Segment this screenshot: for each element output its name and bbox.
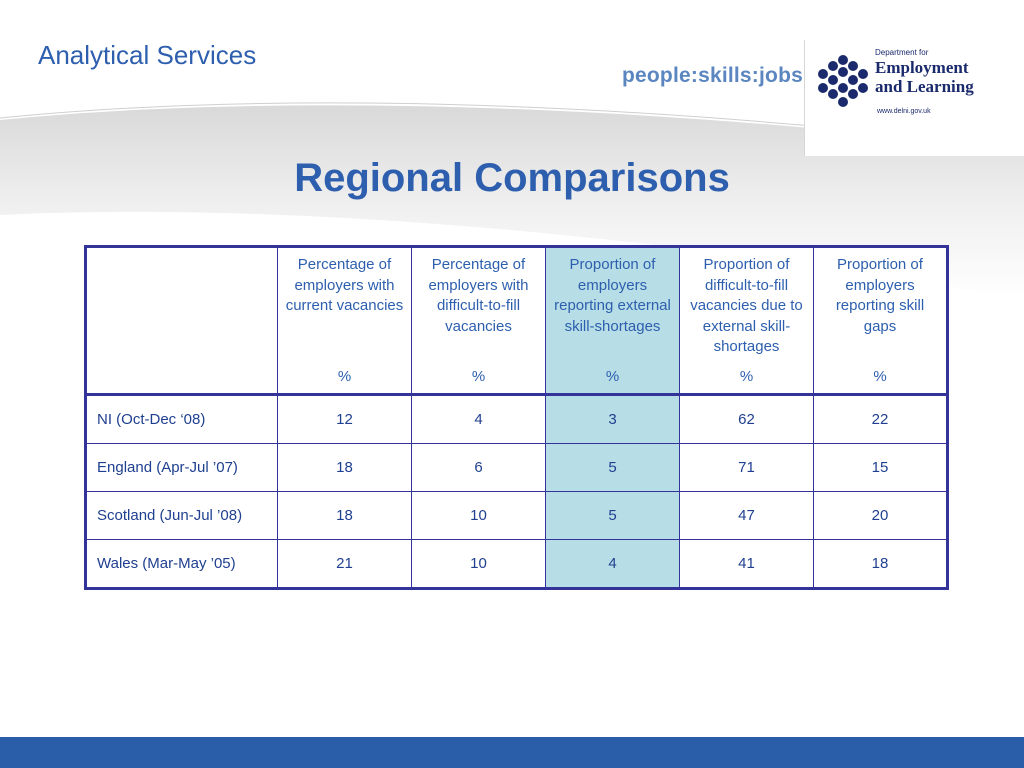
table-row: England (Apr-Jul ’07) 18 6 5 71 15 — [85, 443, 948, 492]
value-cell: 18 — [813, 539, 948, 589]
value-cell: 10 — [411, 491, 546, 540]
footer-bar — [0, 737, 1024, 768]
column-unit: % — [471, 367, 486, 385]
value-cell: 18 — [277, 491, 412, 540]
column-unit: % — [605, 367, 620, 385]
department-logo: Department for Employment and Learning w… — [804, 40, 1024, 156]
value-cell: 4 — [411, 394, 546, 444]
table-header-cell: Proportion of employers reporting skill … — [813, 246, 948, 395]
region-cell: England (Apr-Jul ’07) — [85, 443, 278, 492]
table-header-cell-highlighted: Proportion of employers reporting extern… — [545, 246, 680, 395]
page-title: Regional Comparisons — [294, 156, 730, 200]
value-cell-highlighted: 5 — [545, 443, 680, 492]
tagline: people:skills:jobs: — [622, 64, 811, 87]
table-header-cell: Percentage of employers with difficult-t… — [411, 246, 546, 395]
logo-name-line1: Employment — [875, 58, 969, 77]
value-cell: 21 — [277, 539, 412, 589]
value-cell-highlighted: 5 — [545, 491, 680, 540]
value-cell-highlighted: 3 — [545, 394, 680, 444]
regional-comparison-table: Percentage of employers with current vac… — [84, 245, 949, 590]
value-cell-highlighted: 4 — [545, 539, 680, 589]
value-cell: 15 — [813, 443, 948, 492]
column-label: Proportion of employers reporting extern… — [554, 256, 671, 335]
region-cell: NI (Oct-Dec ‘08) — [85, 394, 278, 444]
value-cell: 22 — [813, 394, 948, 444]
value-cell: 12 — [277, 394, 412, 444]
column-label: Percentage of employers with difficult-t… — [428, 256, 529, 335]
value-cell: 41 — [679, 539, 814, 589]
table-corner-cell — [85, 246, 278, 395]
table-header-cell: Proportion of difficult-to-fill vacancie… — [679, 246, 814, 395]
table-row: Scotland (Jun-Jul ’08) 18 10 5 47 20 — [85, 491, 948, 540]
table-header-cell: Percentage of employers with current vac… — [277, 246, 412, 395]
value-cell: 47 — [679, 491, 814, 540]
region-cell: Scotland (Jun-Jul ’08) — [85, 491, 278, 540]
column-label: Proportion of difficult-to-fill vacancie… — [690, 256, 803, 355]
hexagon-cluster-logo-icon — [818, 55, 868, 107]
value-cell: 6 — [411, 443, 546, 492]
logo-name: Employment and Learning — [875, 58, 1020, 96]
logo-name-line2: and Learning — [875, 77, 974, 96]
section-title: Analytical Services — [38, 40, 257, 70]
region-cell: Wales (Mar-May ’05) — [85, 539, 278, 589]
column-unit: % — [873, 367, 887, 385]
table-row: NI (Oct-Dec ‘08) 12 4 3 62 22 — [85, 394, 948, 444]
column-label: Percentage of employers with current vac… — [285, 256, 404, 314]
value-cell: 10 — [411, 539, 546, 589]
column-unit: % — [739, 367, 754, 385]
column-label: Proportion of employers reporting skill … — [835, 256, 925, 335]
logo-dept-text: Department for — [875, 48, 929, 57]
value-cell: 20 — [813, 491, 948, 540]
value-cell: 18 — [277, 443, 412, 492]
logo-url: www.delni.gov.uk — [877, 108, 931, 115]
column-unit: % — [337, 367, 352, 385]
table-row: Wales (Mar-May ’05) 21 10 4 41 18 — [85, 539, 948, 589]
table-header-row: Percentage of employers with current vac… — [85, 246, 948, 395]
value-cell: 71 — [679, 443, 814, 492]
value-cell: 62 — [679, 394, 814, 444]
